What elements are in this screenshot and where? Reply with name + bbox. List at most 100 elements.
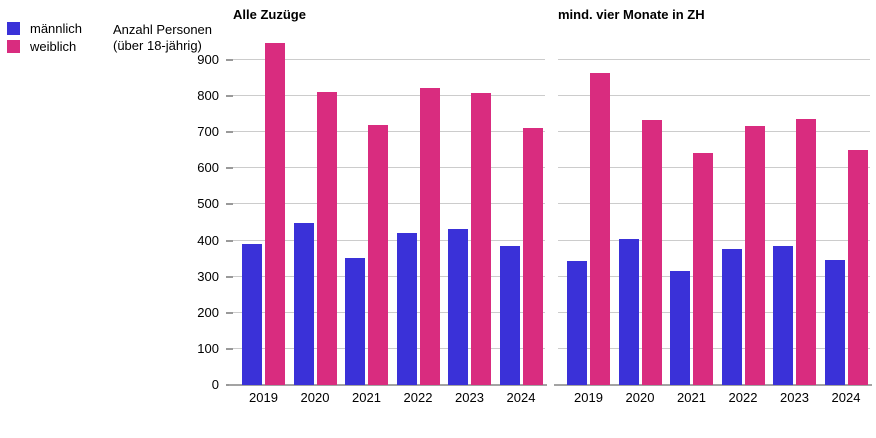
bar-groups: 2019 2020 2021 2022 2023 2024 xyxy=(242,40,543,405)
plot-area: 2019 2020 2021 2022 2023 2024 xyxy=(554,40,872,405)
y-tick-label-500: 500 xyxy=(197,196,219,212)
bar-weiblich-2023 xyxy=(796,119,816,385)
gridline-800 xyxy=(233,95,545,96)
bar-männlich-2020 xyxy=(618,239,639,385)
bar-group-2020: 2020 xyxy=(293,92,337,405)
y-tick-label-800: 800 xyxy=(197,88,219,103)
chart-title-mind-vier-monate: mind. vier Monate in ZH xyxy=(558,7,705,22)
bar-männlich-2019 xyxy=(242,244,262,385)
bar-männlich-2019 xyxy=(567,260,587,385)
y-tick-label-400: 400 xyxy=(197,232,219,248)
legend-label-weiblich: weiblich xyxy=(30,39,77,54)
x-tick-label-2024: 2024 xyxy=(831,390,861,405)
bar-männlich-2022 xyxy=(396,232,417,385)
y-tick-label-0: 0 xyxy=(211,377,219,392)
gridline-400 xyxy=(233,239,545,241)
bar-weiblich-2022 xyxy=(744,126,765,385)
y-tick-label-300: 300 xyxy=(197,268,219,284)
gridline-600 xyxy=(233,167,545,169)
x-tick-label-2019: 2019 xyxy=(574,390,603,405)
y-tick-mark-700 xyxy=(226,131,233,134)
bar-group-2021: 2021 xyxy=(345,125,388,405)
x-tick-label-2021: 2021 xyxy=(677,390,706,405)
gridline-700 xyxy=(558,131,870,133)
gridline-700 xyxy=(233,131,545,133)
bar-männlich-2021 xyxy=(345,257,365,385)
legend-label-maennlich: männlich xyxy=(30,21,83,36)
gridline-200 xyxy=(558,311,870,313)
bar-männlich-2024 xyxy=(824,260,845,385)
y-tick-mark-500 xyxy=(226,203,233,206)
chart-title-alle-zuzuege: Alle Zuzüge xyxy=(233,7,306,22)
gridline-400 xyxy=(558,239,870,241)
y-tick-label-700: 700 xyxy=(197,124,219,140)
bar-weiblich-2020 xyxy=(316,92,337,385)
bar-männlich-2020 xyxy=(293,223,314,385)
gridline-300 xyxy=(558,275,870,277)
legend: männlich weiblich xyxy=(7,21,82,57)
bar-group-2019: 2019 xyxy=(567,72,610,405)
gridline-100 xyxy=(233,347,545,349)
bar-weiblich-2021 xyxy=(368,125,388,385)
bar-group-2022: 2022 xyxy=(396,88,440,405)
y-tick-mark-300 xyxy=(226,275,233,278)
y-axis: 0 100 200 300 400 500 600 700 800 900 xyxy=(195,40,233,392)
x-axis-baseline xyxy=(554,384,872,386)
bar-group-2020: 2020 xyxy=(618,120,662,405)
y-tick-label-200: 200 xyxy=(197,304,219,320)
gridline-900 xyxy=(233,58,545,60)
bar-männlich-2022 xyxy=(721,248,742,385)
bar-weiblich-2022 xyxy=(419,88,440,385)
gridline-500 xyxy=(558,203,870,205)
bar-männlich-2023 xyxy=(773,245,793,385)
x-tick-label-2022: 2022 xyxy=(728,390,758,405)
x-tick-label-2021: 2021 xyxy=(352,390,381,405)
gridline-100 xyxy=(558,347,870,349)
y-tick-mark-900 xyxy=(226,58,233,61)
x-axis-baseline xyxy=(229,384,547,386)
y-tick-mark-600 xyxy=(226,167,233,170)
x-tick-label-2020: 2020 xyxy=(625,390,655,405)
legend-item-weiblich: weiblich xyxy=(7,39,82,54)
bar-männlich-2023 xyxy=(448,229,468,385)
gridline-600 xyxy=(558,167,870,169)
bar-group-2019: 2019 xyxy=(242,43,285,405)
bar-weiblich-2021 xyxy=(693,152,713,385)
bar-group-2023: 2023 xyxy=(448,93,491,405)
legend-swatch-maennlich xyxy=(7,22,20,35)
gridline-200 xyxy=(233,311,545,313)
bar-group-2024: 2024 xyxy=(499,128,543,405)
y-tick-label-900: 900 xyxy=(197,51,219,67)
legend-item-maennlich: männlich xyxy=(7,21,82,36)
bar-group-2023: 2023 xyxy=(773,119,816,405)
gridline-800 xyxy=(558,95,870,96)
bar-weiblich-2023 xyxy=(471,93,491,385)
x-tick-label-2022: 2022 xyxy=(403,390,433,405)
y-axis-title-line1: Anzahl Personen xyxy=(113,22,213,37)
bar-männlich-2024 xyxy=(499,245,520,385)
y-axis-title-line2: (über 18-jährig) xyxy=(113,38,202,53)
bar-groups: 2019 2020 2021 2022 2023 2024 xyxy=(567,40,868,405)
y-tick-mark-800 xyxy=(226,95,233,97)
legend-swatch-weiblich xyxy=(7,40,20,53)
chart-mind-vier-monate: 2019 2020 2021 2022 2023 2024 xyxy=(554,40,872,405)
x-tick-label-2023: 2023 xyxy=(455,390,484,405)
bar-weiblich-2020 xyxy=(641,120,662,385)
y-axis-title: Anzahl Personen (über 18-jährig) xyxy=(113,22,212,54)
x-tick-label-2020: 2020 xyxy=(300,390,330,405)
bar-weiblich-2019 xyxy=(265,43,285,385)
bar-weiblich-2019 xyxy=(590,72,610,385)
bar-group-2024: 2024 xyxy=(824,150,868,405)
y-tick-mark-200 xyxy=(226,311,233,314)
y-tick-label-600: 600 xyxy=(197,160,219,176)
x-tick-label-2024: 2024 xyxy=(506,390,536,405)
x-tick-label-2019: 2019 xyxy=(249,390,278,405)
gridline-300 xyxy=(233,275,545,277)
y-tick-label-100: 100 xyxy=(197,340,219,356)
gridline-500 xyxy=(233,203,545,205)
y-tick-mark-100 xyxy=(226,347,233,350)
bar-männlich-2021 xyxy=(670,271,690,385)
y-tick-mark-400 xyxy=(226,239,233,242)
bar-group-2022: 2022 xyxy=(721,126,765,405)
bar-group-2021: 2021 xyxy=(670,152,713,405)
